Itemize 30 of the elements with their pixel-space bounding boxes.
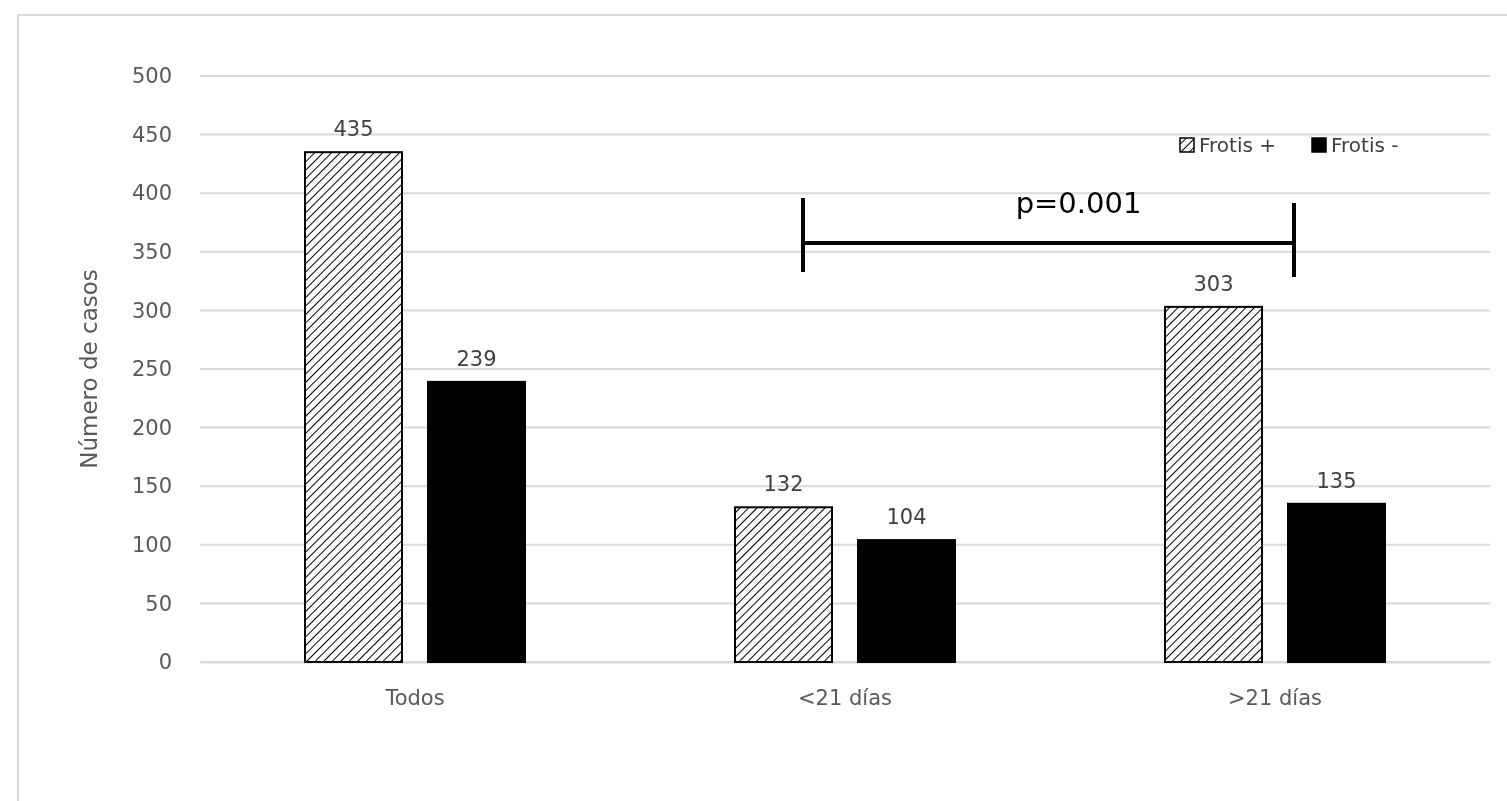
y-tick-label: 200 (131, 415, 172, 440)
x-tick-label: >21 días (1228, 685, 1322, 710)
data-label: 132 (763, 472, 804, 497)
y-tick-label: 250 (131, 357, 172, 382)
data-label: 135 (1316, 468, 1357, 493)
y-tick-label: 100 (131, 533, 172, 558)
y-tick-label: 0 (158, 650, 172, 675)
y-tick-label: 500 (131, 64, 172, 89)
data-label: 435 (333, 117, 374, 142)
bar (857, 539, 956, 663)
data-label: 104 (886, 505, 927, 530)
y-axis-title: Número de casos (76, 269, 102, 469)
x-tick-label: Todos (384, 685, 445, 710)
annotation: p=0.001 (1015, 186, 1142, 220)
bar (1287, 502, 1386, 663)
y-tick-label: 300 (131, 298, 172, 323)
bar (1164, 305, 1263, 663)
bar (304, 151, 403, 663)
y-tick-label: 150 (131, 474, 172, 499)
legend-label: Frotis - (1331, 133, 1399, 157)
y-tick-label: 450 (131, 122, 172, 147)
legend-label: Frotis + (1199, 133, 1277, 157)
bar (734, 506, 833, 663)
y-tick-label: 50 (145, 591, 172, 616)
data-label: 303 (1193, 271, 1234, 296)
x-tick-label: <21 días (798, 685, 892, 710)
y-tick-label: 400 (131, 181, 172, 206)
y-tick-label: 350 (131, 240, 172, 265)
bar (427, 380, 526, 663)
data-label: 239 (456, 346, 497, 371)
